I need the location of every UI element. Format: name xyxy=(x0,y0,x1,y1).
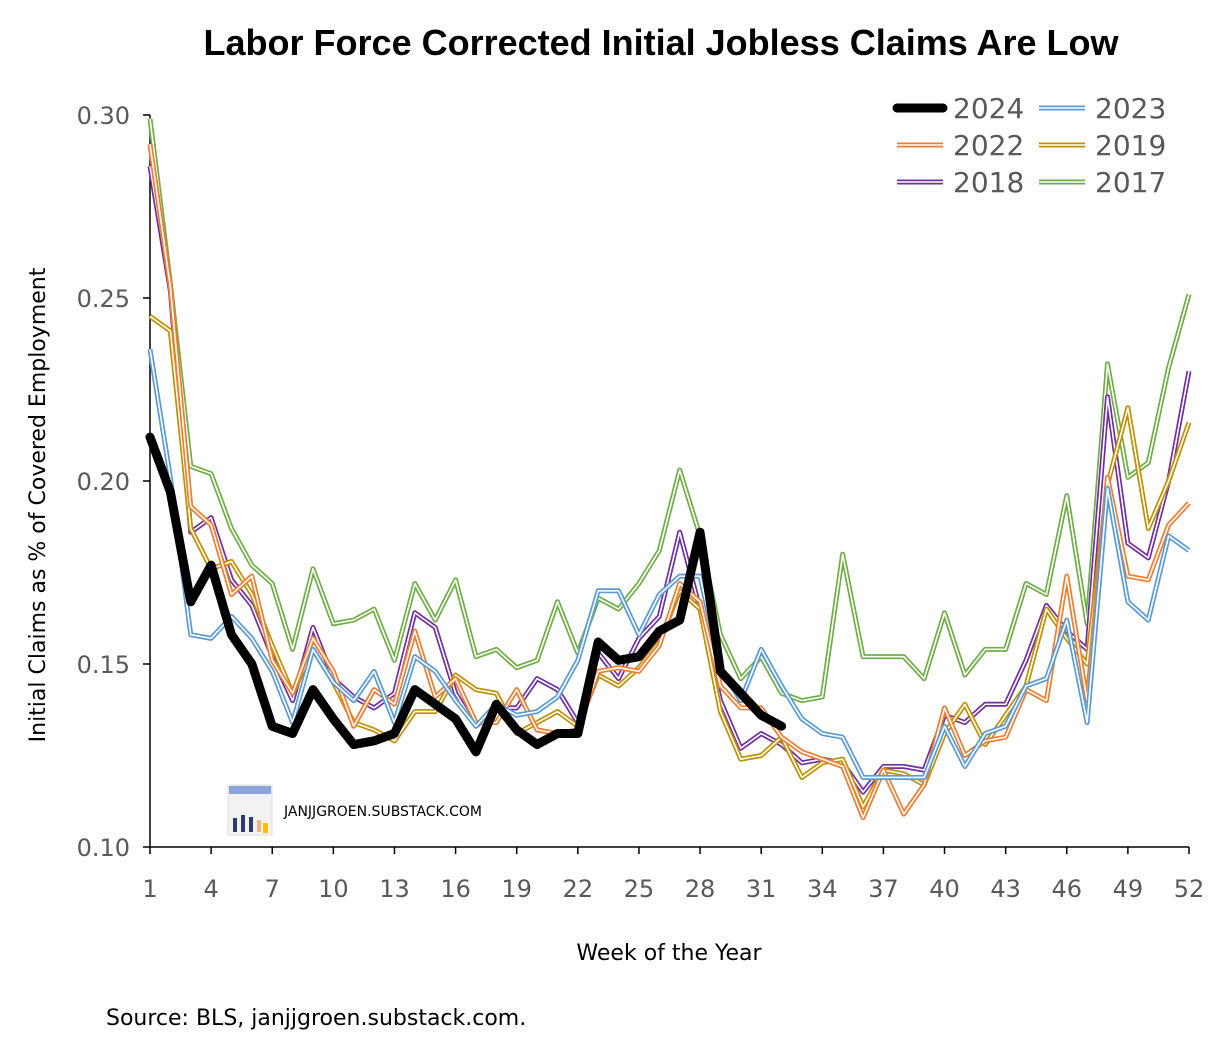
y-tick-label: 0.15 xyxy=(77,651,130,679)
x-tick-label: 4 xyxy=(203,875,218,903)
series-line-inner-2019 xyxy=(149,315,1190,808)
x-tick-label: 25 xyxy=(624,875,655,903)
series-line-inner-2022 xyxy=(149,144,1190,819)
series-2019 xyxy=(148,314,1192,810)
legend-item-2022: 2022 xyxy=(897,129,1024,162)
y-tick-label: 0.10 xyxy=(77,834,130,862)
series-layer xyxy=(145,118,1192,821)
legend: 2024 2023 2022 2019 2018 2017 xyxy=(892,92,1166,199)
x-tick-label: 28 xyxy=(685,875,716,903)
y-axis-label: Initial Claims as % of Covered Employmen… xyxy=(26,267,51,742)
legend-item-2017: 2017 xyxy=(1039,166,1166,199)
source-note: Source: BLS, janjjgroen.substack.com. xyxy=(106,1006,526,1031)
x-tick-label: 7 xyxy=(265,875,280,903)
logo-figure xyxy=(241,815,245,832)
legend-label: 2023 xyxy=(1095,92,1166,125)
y-tick-label: 0.20 xyxy=(77,468,130,496)
legend-item-2018: 2018 xyxy=(897,166,1024,199)
logo-banner xyxy=(229,786,271,794)
x-tick-label: 34 xyxy=(807,875,838,903)
x-axis-label: Week of the Year xyxy=(576,941,762,966)
x-tick-label: 43 xyxy=(990,875,1021,903)
logo-bar xyxy=(257,820,261,832)
series-line-inner-2017 xyxy=(149,118,1190,702)
legend-label: 2019 xyxy=(1095,129,1166,162)
axes-layer: 0.10 0.15 0.20 0.25 0.30 1 4 7 10 13 16 19 22 25 28 31 3… xyxy=(77,102,1205,903)
legend-item-2019: 2019 xyxy=(1039,129,1166,162)
x-tick-label: 10 xyxy=(318,875,349,903)
logo-figure xyxy=(233,818,237,832)
x-tick-label: 16 xyxy=(440,875,471,903)
series-line-2022 xyxy=(147,143,1191,821)
series-line-2019 xyxy=(148,314,1192,810)
x-tick-label: 19 xyxy=(501,875,532,903)
watermark-text: JANJJGROEN.SUBSTACK.COM xyxy=(283,804,482,820)
series-2024 xyxy=(145,432,787,757)
x-tick-label: 46 xyxy=(1051,875,1082,903)
x-tick-label: 40 xyxy=(929,875,960,903)
x-tick-label: 13 xyxy=(379,875,410,903)
legend-label: 2018 xyxy=(953,166,1024,199)
x-tick-label: 52 xyxy=(1174,875,1205,903)
x-tick-label: 37 xyxy=(868,875,899,903)
x-tick-label: 49 xyxy=(1113,875,1144,903)
x-tick-label: 31 xyxy=(746,875,777,903)
y-tick-label: 0.30 xyxy=(77,102,130,130)
series-2017 xyxy=(147,118,1192,704)
legend-label: 2022 xyxy=(953,129,1024,162)
logo-figure xyxy=(249,817,253,832)
y-tick-label: 0.25 xyxy=(77,285,130,313)
legend-item-2023: 2023 xyxy=(1039,92,1166,125)
x-tick-label: 1 xyxy=(142,875,157,903)
legend-item-2024: 2024 xyxy=(892,92,1024,125)
series-2023 xyxy=(147,348,1191,780)
watermark-logo: JANJJGROEN.SUBSTACK.COM xyxy=(227,784,482,836)
legend-label: 2024 xyxy=(953,92,1024,125)
legend-label: 2017 xyxy=(1095,166,1166,199)
logo-bar xyxy=(263,823,268,833)
series-2022 xyxy=(147,143,1191,821)
x-tick-label: 22 xyxy=(563,875,594,903)
series-line-inner-2023 xyxy=(149,349,1190,779)
chart-title: Labor Force Corrected Initial Jobless Cl… xyxy=(204,22,1120,63)
series-line-2024 xyxy=(145,432,787,757)
